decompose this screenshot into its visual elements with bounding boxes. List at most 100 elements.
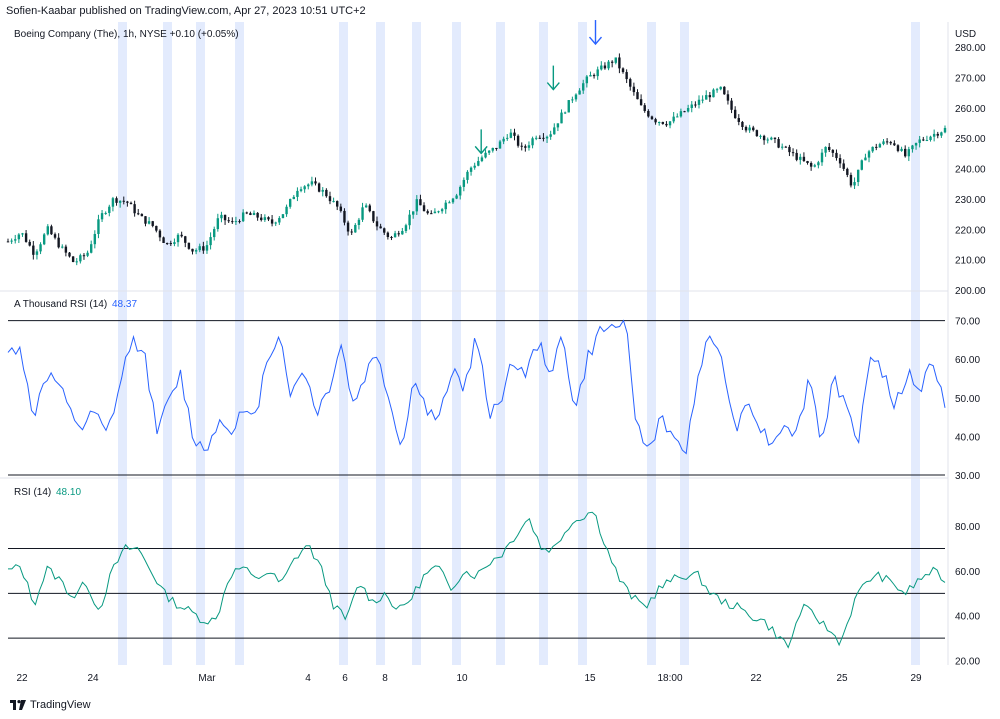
candle-body (97, 219, 100, 234)
candle-body (303, 186, 306, 190)
candle-body (404, 225, 408, 231)
candle-body (679, 111, 683, 117)
candle-body (690, 104, 693, 109)
candle-body (885, 141, 889, 143)
candle-body (741, 121, 744, 127)
candle-body (451, 198, 455, 203)
candle-body (314, 181, 317, 184)
candle-body (853, 182, 856, 186)
candle-body (647, 110, 650, 117)
candle-body (383, 228, 386, 233)
candle-body (603, 65, 607, 69)
candle-body (343, 210, 346, 223)
candle-body (115, 198, 118, 203)
candle-body (122, 200, 125, 202)
candle-body (592, 75, 596, 77)
price-tick-label: 280.00 (955, 43, 986, 54)
candle-body (133, 204, 136, 214)
rsi-axis-ticks: 80.00 60.00 40.00 20.00 (955, 522, 980, 667)
candle-body (354, 224, 357, 233)
footer-brand[interactable]: TradingView (10, 699, 91, 711)
candle-body (571, 99, 574, 101)
candle-body (205, 245, 209, 251)
candle-body (169, 243, 172, 245)
candle-body (730, 100, 733, 110)
pane-dividers (0, 22, 949, 665)
time-tick-label: 25 (836, 673, 848, 684)
session-band (196, 22, 205, 665)
candle-body (791, 152, 795, 154)
candle-body (32, 245, 35, 255)
candle-body (361, 207, 364, 220)
candle-body (288, 199, 292, 207)
candle-body (6, 241, 10, 243)
time-axis-ticks: 22 24 Mar 4 6 8 10 15 18:00 22 25 29 (16, 673, 922, 684)
rsi-levels (8, 548, 945, 639)
price-tick-label: 260.00 (955, 104, 986, 115)
candle-body (241, 212, 245, 222)
candle-body (929, 136, 932, 141)
session-highlights (118, 22, 920, 665)
candle-body (875, 146, 878, 148)
footer-brand-label: TradingView (30, 699, 91, 711)
time-tick-label: 22 (16, 673, 28, 684)
session-band (163, 22, 172, 665)
candle-body (408, 214, 411, 226)
candle-body (828, 146, 831, 150)
candle-body (484, 152, 487, 158)
candle-body (393, 233, 397, 238)
candle-body (61, 246, 64, 248)
thousand-rsi-line (7, 319, 946, 455)
candle-body (281, 214, 285, 219)
price-pane: Boeing Company (The), 1h, NYSE +0.10 (+0… (6, 20, 986, 297)
candle-body (79, 255, 82, 262)
candle-body (918, 139, 921, 143)
candle-body (882, 141, 885, 145)
session-band (118, 22, 127, 665)
candle-body (795, 152, 798, 160)
candle-body (940, 132, 943, 136)
publish-header: Sofien-Kaabar published on TradingView.c… (6, 5, 366, 17)
candle-body (748, 127, 751, 131)
candle-body (878, 144, 882, 148)
candle-body (17, 234, 21, 240)
candle-body (71, 256, 75, 262)
session-band (911, 22, 920, 665)
candle-body (737, 118, 740, 122)
candle-body (542, 137, 545, 139)
candle-body (328, 196, 332, 202)
candle-body (151, 221, 154, 226)
candle-body (401, 230, 404, 235)
candle-body (719, 86, 722, 90)
candle-body (893, 143, 896, 146)
time-tick-label: 4 (305, 673, 311, 684)
candle-body (889, 142, 892, 144)
candle-body (759, 135, 762, 137)
candle-body (53, 234, 57, 238)
candle-body (495, 147, 498, 149)
candle-body (466, 171, 469, 180)
candle-body (238, 221, 241, 223)
candle-body (307, 184, 310, 187)
candle-body (256, 212, 259, 218)
thousand-rsi-title: A Thousand RSI (14) (14, 299, 107, 310)
candle-body (585, 76, 589, 84)
indicator-tick-label: 20.00 (955, 657, 980, 668)
candle-body (191, 248, 194, 252)
candle-body (563, 112, 567, 114)
candle-body (118, 200, 122, 203)
candle-body (621, 68, 625, 73)
candle-body (654, 119, 657, 123)
price-axis-ticks: 280.00 270.00 260.00 250.00 240.00 230.00 220.… (955, 43, 986, 297)
candle-body (477, 161, 480, 166)
candle-body (900, 148, 903, 151)
candle-body (600, 65, 603, 70)
candle-body (509, 132, 513, 138)
candle-body (455, 195, 458, 199)
candle-body (936, 133, 939, 136)
candle-body (643, 105, 646, 111)
candle-body (506, 137, 509, 139)
time-tick-label: 15 (584, 673, 596, 684)
indicator-tick-label: 50.00 (955, 394, 980, 405)
